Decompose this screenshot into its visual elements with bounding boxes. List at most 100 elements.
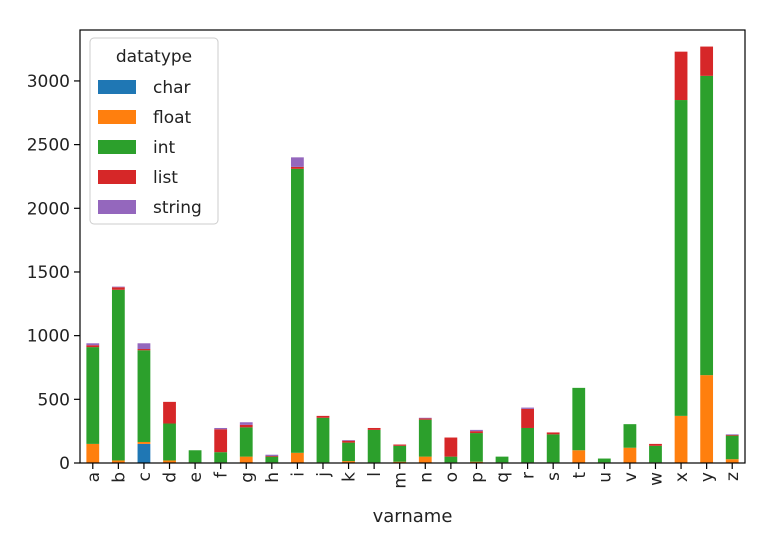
bar-segment-t-float xyxy=(572,450,586,463)
y-tick-label: 1000 xyxy=(27,327,70,347)
bars-layer xyxy=(86,46,739,463)
bar-segment-l-list xyxy=(367,427,381,430)
x-tick-label-v: v xyxy=(621,472,641,482)
bar-segment-k-float xyxy=(342,461,355,463)
bar-segment-m-float xyxy=(393,461,407,463)
bar-segment-n-int xyxy=(418,419,432,457)
bar-segment-z-string xyxy=(725,434,739,435)
plot-frame xyxy=(79,29,746,464)
x-tick-label-t: t xyxy=(570,472,590,479)
bar-segment-h-int xyxy=(265,456,279,463)
bar-segment-s-int xyxy=(546,434,560,463)
y-tick-label: 0 xyxy=(59,454,70,474)
bar-segment-b-int xyxy=(111,289,125,461)
bar-segment-y-list xyxy=(700,46,714,76)
bar-segment-p-float xyxy=(470,461,483,463)
bar-segment-a-string xyxy=(86,343,100,346)
bar-segment-b-float xyxy=(111,460,125,463)
x-tick-label-k: k xyxy=(340,472,360,482)
bar-segment-q-int xyxy=(495,456,509,463)
bar-segment-z-float xyxy=(725,459,739,463)
bar-segment-c-list xyxy=(137,349,151,351)
x-tick-label-i: i xyxy=(288,472,308,477)
x-tick-label-a: a xyxy=(84,472,104,482)
x-tick-label-m: m xyxy=(391,472,411,489)
x-tick-label-u: u xyxy=(595,472,615,483)
legend-swatch-float xyxy=(98,110,136,124)
bar-segment-m-list xyxy=(393,444,407,446)
bar-segment-f-list xyxy=(214,429,228,453)
legend-label-int: int xyxy=(153,138,175,158)
bar-segment-t-int xyxy=(572,387,586,451)
bar-segment-x-int xyxy=(674,100,688,416)
bar-segment-r-string xyxy=(521,407,534,409)
bar-segment-j-list xyxy=(316,415,330,418)
bar-segment-j-int xyxy=(316,417,330,463)
bar-segment-w-int xyxy=(649,445,662,463)
bar-segment-k-string xyxy=(342,440,355,441)
x-tick-label-o: o xyxy=(442,472,462,482)
x-tick-label-l: l xyxy=(365,472,385,477)
bar-segment-z-int xyxy=(725,435,739,460)
bar-segment-v-int xyxy=(623,424,637,448)
bar-segment-z-list xyxy=(725,434,739,436)
bar-segment-g-int xyxy=(239,427,253,457)
bar-segment-p-int xyxy=(470,433,483,462)
bar-segment-u-int xyxy=(597,458,611,463)
bar-segment-r-list xyxy=(521,408,534,428)
x-tick-label-j: j xyxy=(314,472,334,478)
bar-segment-x-list xyxy=(674,51,688,101)
legend-label-char: char xyxy=(153,78,191,98)
x-tick-label-d: d xyxy=(161,472,181,483)
bar-segment-g-float xyxy=(239,456,253,463)
bar-segment-b-string xyxy=(111,286,125,288)
x-tick-label-h: h xyxy=(263,472,283,483)
x-tick-label-g: g xyxy=(237,472,257,483)
legend: datatype char float int list string xyxy=(89,37,219,225)
bar-segment-c-int xyxy=(137,350,151,442)
legend-label-list: list xyxy=(153,168,178,188)
bar-segment-y-float xyxy=(700,375,714,463)
bar-segment-o-int xyxy=(444,456,458,463)
y-axis: 0 500 1000 1500 2000 2500 3000 xyxy=(27,72,80,474)
bar-segment-g-list xyxy=(239,424,253,428)
bar-segment-b-list xyxy=(111,287,125,290)
y-tick-label: 2500 xyxy=(27,136,70,156)
x-tick-label-r: r xyxy=(519,472,539,479)
bar-segment-d-list xyxy=(163,401,176,424)
bar-segment-a-int xyxy=(86,347,100,444)
bar-segment-n-list xyxy=(418,418,432,420)
x-tick-label-b: b xyxy=(109,472,129,483)
x-tick-label-q: q xyxy=(493,472,513,483)
bar-segment-i-int xyxy=(291,168,304,453)
x-tick-label-w: w xyxy=(646,472,666,486)
bar-segment-w-list xyxy=(649,443,662,446)
bar-segment-n-string xyxy=(418,417,432,419)
legend-swatch-string xyxy=(98,200,136,214)
bar-segment-g-string xyxy=(239,422,253,425)
bar-segment-c-string xyxy=(137,343,151,350)
bar-segment-m-int xyxy=(393,445,407,462)
x-tick-label-z: z xyxy=(723,472,743,481)
bar-segment-p-list xyxy=(470,431,483,434)
bar-segment-n-float xyxy=(418,456,432,463)
bar-segment-c-char xyxy=(137,443,151,463)
bar-segment-r-int xyxy=(521,427,534,463)
y-tick-label: 2000 xyxy=(27,199,70,219)
bar-segment-y-int xyxy=(700,75,714,376)
bar-segment-x-float xyxy=(674,415,688,463)
bar-segment-l-int xyxy=(367,429,381,463)
x-tick-label-y: y xyxy=(698,472,718,482)
legend-swatch-char xyxy=(98,80,136,94)
bar-segment-i-float xyxy=(291,452,304,463)
bar-segment-k-int xyxy=(342,442,355,462)
bar-segment-h-list xyxy=(265,456,279,457)
x-axis-label: varname xyxy=(373,506,453,527)
bar-segment-e-int xyxy=(188,450,202,463)
legend-label-float: float xyxy=(153,108,192,128)
x-tick-label-c: c xyxy=(135,472,155,481)
bar-segment-i-list xyxy=(291,166,304,169)
x-tick-label-e: e xyxy=(186,472,206,482)
